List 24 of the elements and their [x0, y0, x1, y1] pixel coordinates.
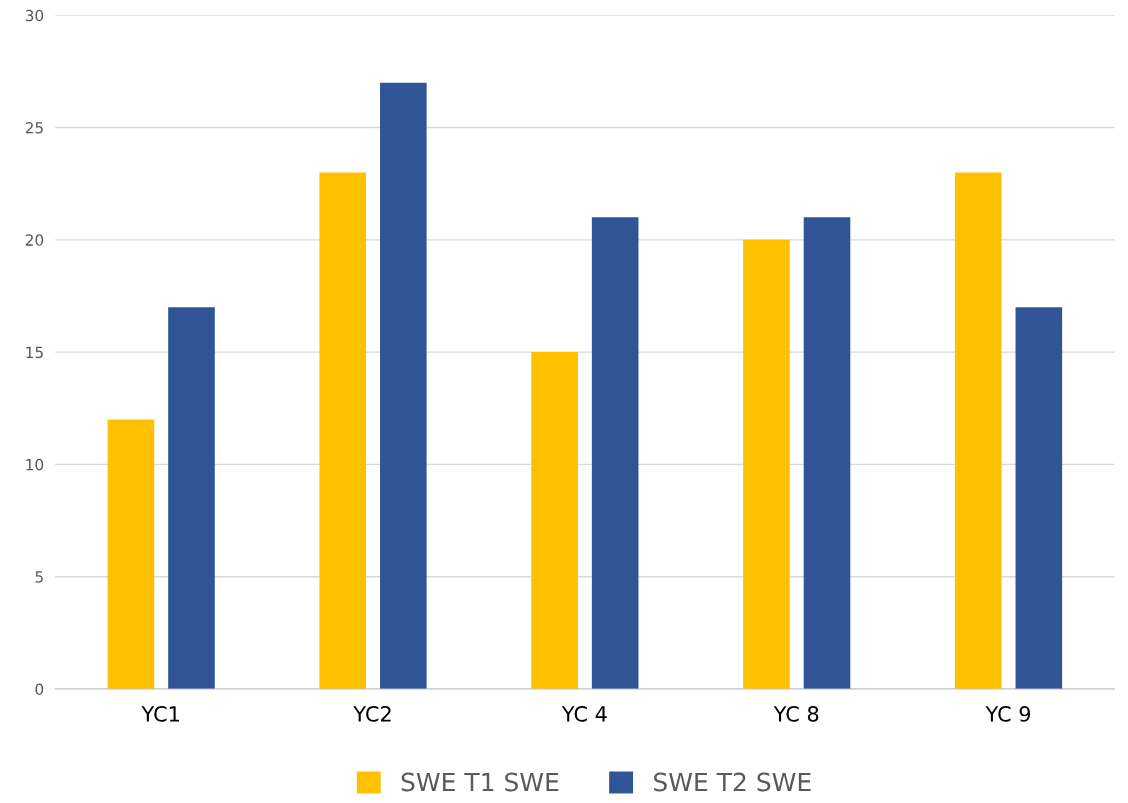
x-tick-label: YC2: [353, 706, 391, 722]
bar: [107, 419, 155, 689]
legend-label: SWE T1 SWE: [401, 772, 559, 792]
bar: [380, 82, 427, 689]
y-tick-label: 25: [25, 122, 43, 134]
y-tick-label: 10: [26, 458, 44, 471]
bar: [531, 352, 578, 689]
bar: [591, 217, 639, 689]
y-tick-label: 20: [25, 234, 44, 246]
x-tick-label: YC 8: [773, 706, 819, 722]
bar: [1015, 307, 1063, 689]
bar: [803, 217, 851, 689]
x-tick-label: YC 9: [985, 706, 1031, 722]
y-tick-label: 30: [25, 9, 44, 22]
y-tick-label: 5: [35, 571, 43, 583]
bar: [743, 239, 790, 689]
legend-label: SWE T2 SWE: [654, 772, 811, 792]
y-tick-label: 15: [26, 346, 43, 359]
y-tick-label: 0: [35, 683, 44, 695]
bar: [319, 172, 367, 689]
bar: [954, 172, 1002, 689]
x-tick-label: YC 4: [561, 706, 607, 722]
bar: [168, 307, 215, 689]
x-tick-label: YC1: [141, 706, 179, 722]
